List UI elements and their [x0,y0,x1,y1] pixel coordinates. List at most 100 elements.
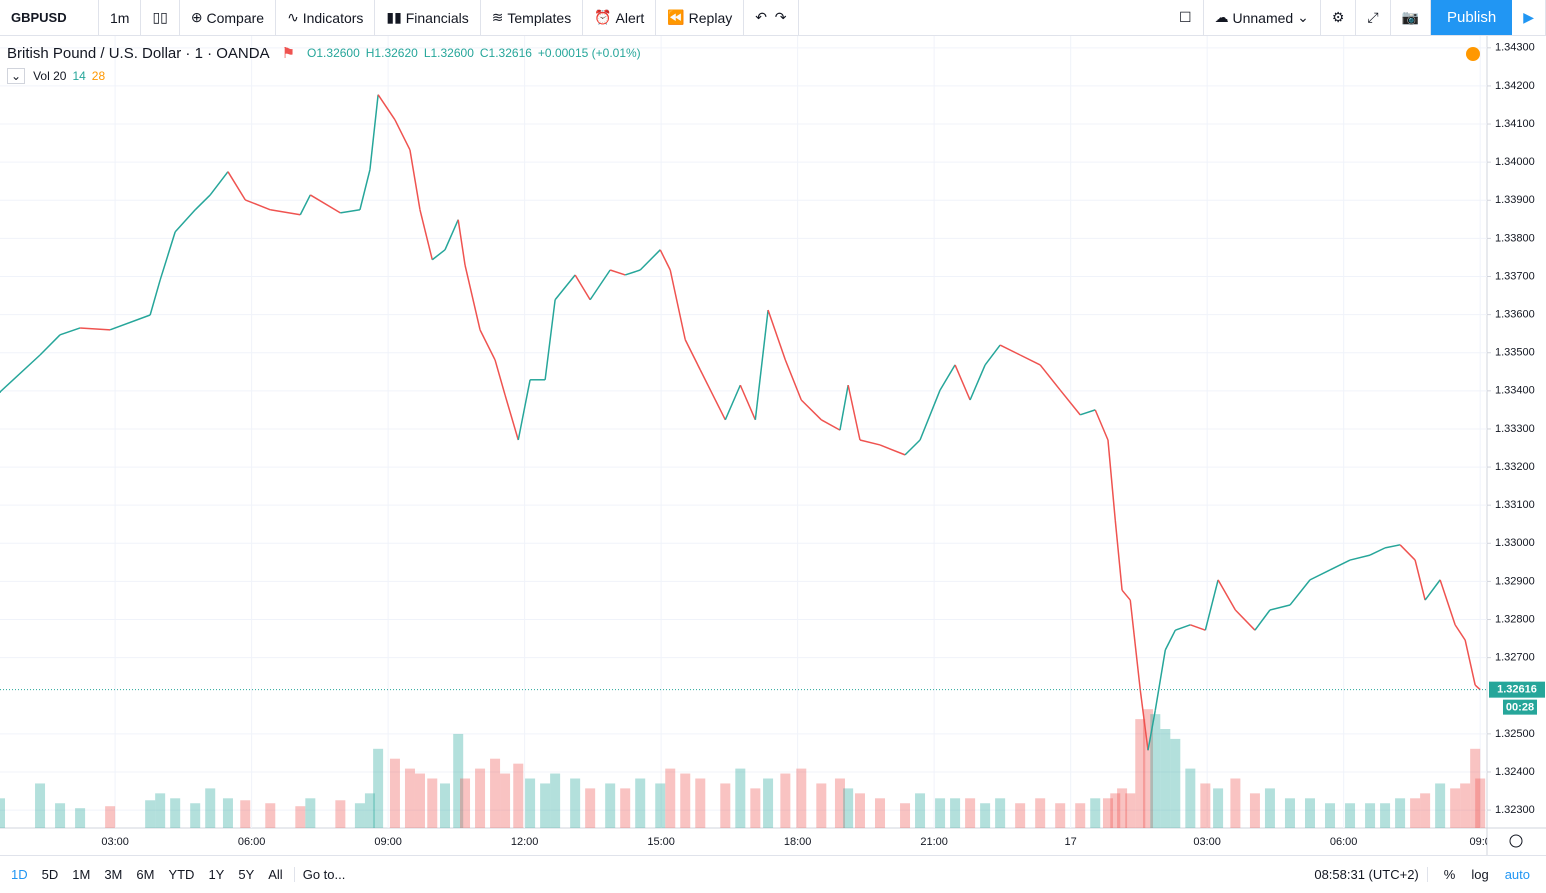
volume-bar [915,793,926,828]
price-segment [767,309,787,361]
range-button[interactable]: 6M [136,867,155,882]
price-segment [369,94,379,170]
range-button[interactable]: 5Y [238,867,255,882]
x-tick-label: 09:00 [374,836,402,848]
price-segment [1369,547,1386,556]
price-segment [1439,579,1456,626]
price-segment [820,419,841,431]
volume-bar [834,778,845,828]
volume-bar [105,806,116,828]
price-segment [1079,409,1096,416]
price-segment [494,359,506,396]
volume-bar [780,773,791,828]
x-tick-label: 18:00 [784,836,812,848]
undo-redo[interactable]: ↶ ↷ [744,0,799,35]
play[interactable]: ▶ [1512,0,1546,35]
x-tick-label: 06:00 [1330,836,1358,848]
price-segment [1384,544,1401,549]
volume-bar [585,788,596,828]
volume-bar [453,733,464,828]
price-segment [589,269,611,301]
price-segment [1289,579,1311,606]
volume-bar [414,773,425,828]
price-segment [669,269,686,340]
label: Replay [688,9,733,26]
price-segment [209,171,229,196]
grid [0,36,1487,828]
range-button[interactable]: 1Y [208,867,225,882]
flag: ⚑ [281,45,296,62]
compare[interactable]: ⊕ Compare [180,0,277,35]
price-segment [1114,519,1123,591]
price-segment [194,194,211,211]
toolbar: GBPUSD 1m ▯▯ ⊕ Compare ∿ Indicators ▮▮ F… [0,0,1546,36]
volume-bar [335,800,346,828]
range-button[interactable]: 5D [41,867,59,882]
scale-option[interactable]: log [1471,867,1489,882]
range-button[interactable]: 1M [72,867,91,882]
volume-bar [404,768,415,828]
range-button[interactable]: YTD [168,867,195,882]
volume-bar [1102,798,1113,828]
y-tick-label: 1.34300 [1495,42,1535,54]
symbol[interactable]: GBPUSD [0,0,99,35]
goto[interactable]: Go to... [293,867,354,882]
range-button[interactable]: 1D [11,867,28,882]
layout[interactable]: ☁ Unnamed ⌄ [1204,0,1321,35]
volume [0,709,1486,828]
volume-bar [1435,783,1446,828]
volume-bar [305,798,316,828]
y-tick-label: 1.33300 [1495,423,1535,435]
price-segment [244,199,271,211]
financials[interactable]: ▮▮ Financials [375,0,481,35]
volume-bar [720,783,731,828]
publish[interactable]: Publish [1431,0,1513,35]
price-segment [554,274,576,301]
price-segment [431,249,446,261]
range-button[interactable]: All [268,867,283,882]
price-segment [1234,609,1256,631]
volume-bar [1345,803,1356,828]
chart-style[interactable]: ▯▯ [141,0,180,35]
price-axis: 1.32300 1.32400 1.32500 1.32700 1.32800 1.329… [1487,42,1545,816]
layout-toggle[interactable]: ☐ [1168,0,1204,35]
price-segment [1039,364,1061,391]
price-segment [1424,579,1441,601]
volume-bar [1410,798,1421,828]
fullscreen[interactable]: ⤢ [1356,0,1391,35]
price-segment [954,364,971,401]
range-button[interactable]: 3M [104,867,123,882]
volume-bar [295,806,306,828]
volume-bar [265,803,276,828]
x-tick-label: 12:00 [511,836,539,848]
volume-bar [1264,788,1275,828]
scale-option[interactable]: auto [1504,867,1530,882]
templates[interactable]: ≋ Templates [481,0,584,35]
price-segment [1094,409,1109,441]
snapshot[interactable]: 📷 [1391,0,1432,35]
volume-bar [75,808,86,828]
price-segment [1254,609,1271,631]
settings[interactable]: ⚙ [1321,0,1357,35]
indicators[interactable]: ∿ Indicators [276,0,376,35]
scale-option[interactable]: % [1443,867,1456,882]
y-tick-label: 1.33500 [1495,347,1535,359]
volume-bar [750,788,761,828]
interval[interactable]: 1m [99,0,142,35]
price-segment [969,364,986,401]
price-segment [1107,439,1116,521]
volume-bar [1200,783,1211,828]
volume-bar [950,798,961,828]
volume-bar [1460,783,1471,828]
alert[interactable]: ⏰ Alert [583,0,657,35]
volume-bar [525,778,536,828]
alert-icon[interactable] [1466,47,1480,61]
x-tick-label: 17 [1065,836,1077,848]
settings-icon[interactable] [1509,834,1523,848]
collapse[interactable]: ⌄ [7,68,26,84]
volume-bar [460,778,471,828]
volume-bar [1117,788,1128,828]
price-segment [839,384,849,431]
replay[interactable]: ⏪ Replay [656,0,745,35]
price-segment [409,149,421,210]
